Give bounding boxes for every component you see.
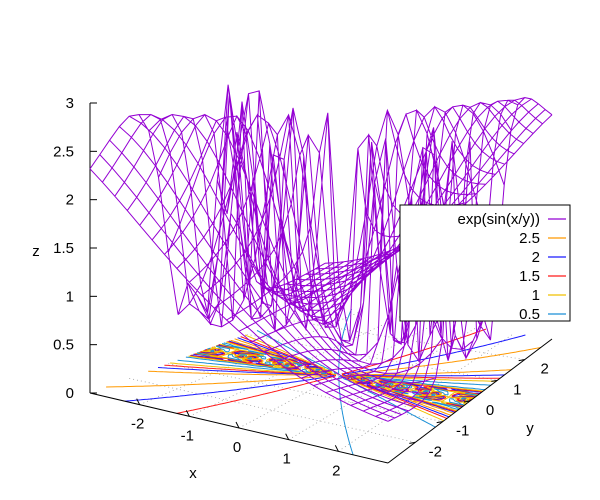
base-grid-line <box>288 327 477 441</box>
surface-mesh <box>89 84 553 422</box>
x-tick-label: 1 <box>282 451 290 468</box>
z-tick-label: 0 <box>66 385 74 402</box>
x-tick-mark <box>136 398 141 405</box>
x-tick-label: 0 <box>233 439 241 456</box>
x-tick-label: -2 <box>131 416 144 433</box>
x-axis-label: x <box>189 465 197 482</box>
legend-label: 2 <box>532 249 540 266</box>
legend-label: exp(sin(x/y)) <box>457 211 540 228</box>
y-tick-label: 1 <box>513 381 521 398</box>
x-tick-mark <box>334 445 339 452</box>
y-tick-mark <box>518 359 525 362</box>
legend-label: 1.5 <box>519 268 540 285</box>
y-tick-label: 0 <box>486 402 494 419</box>
x-tick-mark <box>185 410 190 417</box>
x-tick-label: 2 <box>332 462 340 479</box>
z-axis-label: z <box>32 243 40 260</box>
y-tick-label: -2 <box>429 443 442 460</box>
surface-wireframe <box>89 84 553 422</box>
axes <box>89 102 553 464</box>
z-tick-label: 1 <box>66 288 74 305</box>
y-tick-mark <box>436 421 443 424</box>
legend: exp(sin(x/y)) 2.5 2 1.5 1 0.5 <box>399 204 571 323</box>
y-tick-mark <box>463 400 471 403</box>
tick-labels: 0 0.5 1 1.5 2 2.5 3 -2 -1 0 1 2 -2 -1 0 1 2 <box>53 95 549 479</box>
x-tick-mark <box>285 433 290 440</box>
z-tick-label: 3 <box>66 95 74 112</box>
legend-label: 2.5 <box>519 230 540 247</box>
legend-label: 0.5 <box>519 306 540 323</box>
y-tick-mark <box>491 379 498 382</box>
legend-box <box>399 204 571 322</box>
base-grid-line <box>338 333 515 452</box>
x-tick-label: -1 <box>181 427 194 444</box>
contour-line-0.5 <box>177 308 491 455</box>
base-grid-line <box>168 363 443 423</box>
y-tick-mark <box>409 441 416 444</box>
z-tick-label: 2.5 <box>53 143 74 160</box>
x-tick-mark <box>235 421 240 429</box>
y-tick-label: 2 <box>540 361 548 378</box>
z-tick-label: 0.5 <box>53 337 74 354</box>
legend-label: 1 <box>532 287 540 304</box>
base-grid-line <box>129 377 416 443</box>
y-axis-label: y <box>526 420 534 437</box>
y-tick-label: -1 <box>456 423 469 440</box>
contour-lines <box>106 308 541 455</box>
z-tick-label: 2 <box>66 192 74 209</box>
z-tick-label: 1.5 <box>53 240 74 257</box>
